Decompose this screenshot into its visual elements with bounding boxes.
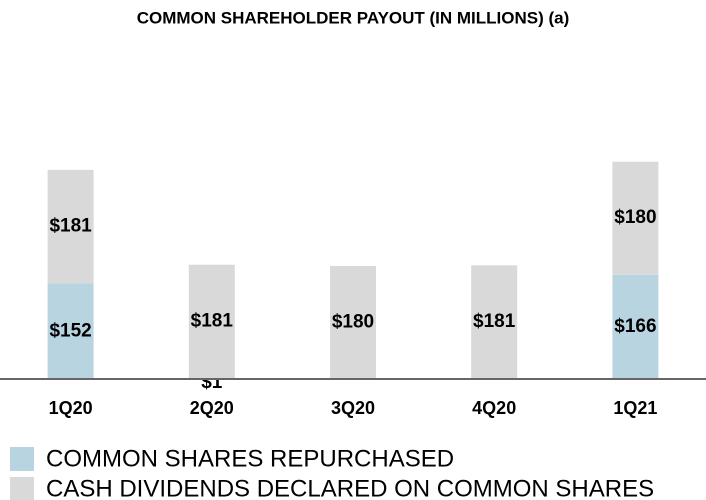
x-tick-label: 4Q20: [472, 398, 516, 418]
bar-segment: [612, 161, 659, 275]
legend-swatch: [10, 447, 34, 471]
x-tick-label: 2Q20: [190, 398, 234, 418]
bar-segment: [188, 264, 235, 379]
x-tick-label: 3Q20: [331, 398, 375, 418]
bar-segment: [47, 283, 94, 379]
value-label: $181: [473, 311, 516, 332]
legend-label: CASH DIVIDENDS DECLARED ON COMMON SHARES: [46, 475, 654, 500]
bar-segment: [330, 265, 376, 379]
x-tick-label: 1Q20: [49, 398, 93, 418]
bar-segment: [612, 274, 659, 379]
value-label: $181: [49, 216, 92, 237]
legend-label: COMMON SHARES REPURCHASED: [46, 445, 454, 472]
bar-segment: [47, 169, 94, 284]
chart-title: COMMON SHAREHOLDER PAYOUT (IN MILLIONS) …: [137, 8, 570, 27]
legend-swatch: [10, 477, 34, 500]
value-label: $152: [49, 320, 91, 341]
value-label: $166: [614, 316, 656, 337]
bar-segment: [471, 265, 518, 379]
value-label: $180: [332, 311, 374, 332]
value-label: $180: [614, 207, 656, 228]
x-tick-label: 1Q21: [613, 398, 657, 418]
value-label: $181: [191, 311, 234, 332]
